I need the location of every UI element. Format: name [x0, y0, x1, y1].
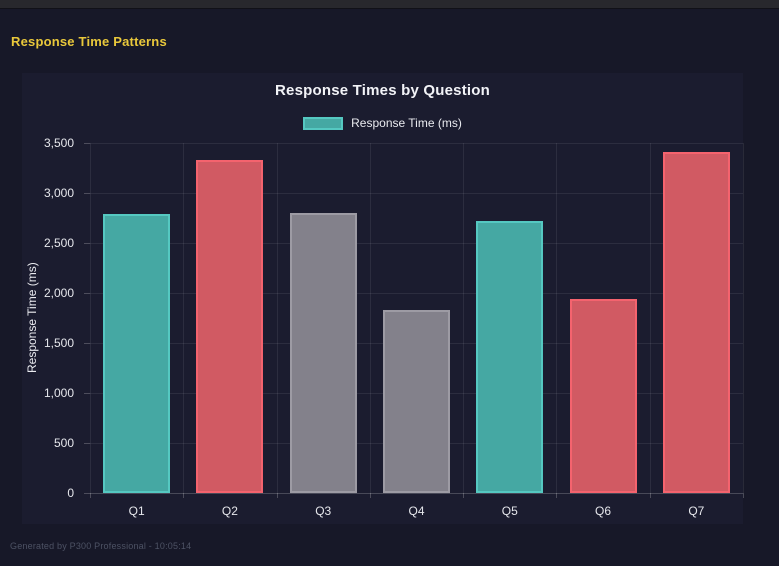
x-axis-tick-mark [183, 493, 185, 498]
legend-swatch [303, 116, 344, 130]
x-axis-baseline [90, 493, 743, 494]
x-axis-tick-mark [369, 493, 371, 498]
x-axis-tick-mark [743, 493, 744, 498]
bar-Q3 [289, 213, 357, 493]
footer-generated-text: Generated by P300 Professional - 10:05:1… [10, 541, 192, 551]
bar-Q4 [383, 310, 450, 493]
y-axis-tick-label: 500 [53, 436, 74, 450]
y-axis-tick-label: 3,000 [43, 186, 74, 200]
x-axis-tick-mark [649, 493, 651, 498]
x-axis-tick-label: Q7 [688, 504, 705, 518]
bar-Q7 [662, 152, 730, 493]
y-axis-tick-labels: 0 500 1,000 1,500 2,000 2,500 3,000 3,500 [22, 136, 82, 500]
y-axis-tick-label: 3,500 [43, 136, 74, 150]
y-axis-tick-mark [84, 493, 90, 494]
chart-title: Response Times by Question [275, 82, 490, 99]
x-axis-tick-label: Q1 [128, 504, 145, 518]
y-axis-tick-label: 1,000 [43, 386, 74, 400]
vertical-gridline [369, 143, 371, 493]
horizontal-gridline [90, 243, 743, 244]
vertical-gridline [90, 143, 91, 493]
x-axis-tick-label: Q3 [315, 504, 332, 518]
y-axis-tick-label: 0 [67, 486, 74, 500]
x-axis-tick-mark [556, 493, 558, 498]
bar-Q5 [476, 221, 544, 493]
horizontal-gridline [90, 143, 743, 144]
y-axis-tick-mark [84, 143, 90, 144]
bar-Q1 [103, 214, 171, 493]
page-title: Response Time Patterns [11, 34, 167, 49]
plot-area [84, 143, 744, 498]
vertical-gridline [183, 143, 185, 493]
x-axis-tick-mark [463, 493, 465, 498]
x-axis-tick-label: Q6 [595, 504, 612, 518]
y-axis-tick-label: 2,500 [43, 236, 74, 250]
y-axis-tick-mark [84, 443, 90, 444]
y-axis-tick-mark [84, 393, 90, 394]
y-axis-tick-mark [84, 343, 90, 344]
y-axis-tick-label: 1,500 [43, 336, 74, 350]
chart-panel: Response Times by Question Response Time… [22, 73, 744, 524]
bar-Q2 [196, 160, 264, 493]
y-axis-tick-mark [84, 293, 90, 294]
x-axis-tick-mark [90, 493, 91, 498]
legend-label: Response Time (ms) [351, 116, 462, 130]
window-top-bar [0, 0, 779, 9]
x-axis-tick-label: Q4 [408, 504, 425, 518]
y-axis-tick-mark [84, 243, 90, 244]
bar-Q6 [569, 299, 637, 493]
x-axis-tick-labels: Q1 Q2 Q3 Q4 Q5 Q6 Q7 [90, 504, 743, 522]
y-axis-tick-label: 2,000 [43, 286, 74, 300]
y-axis-tick-mark [84, 193, 90, 194]
horizontal-gridline [90, 193, 743, 194]
vertical-gridline [649, 143, 651, 493]
x-axis-tick-label: Q2 [221, 504, 238, 518]
x-axis-tick-mark [276, 493, 278, 498]
horizontal-gridline [90, 293, 743, 294]
vertical-gridline [276, 143, 278, 493]
vertical-gridline [463, 143, 465, 493]
vertical-gridline [743, 143, 744, 493]
chart-legend-item[interactable]: Response Time (ms) [22, 115, 743, 131]
x-axis-tick-label: Q5 [501, 504, 518, 518]
vertical-gridline [556, 143, 558, 493]
